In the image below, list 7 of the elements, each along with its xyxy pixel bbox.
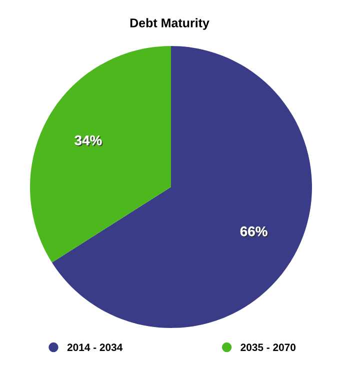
chart-title: Debt Maturity	[130, 18, 210, 30]
legend-label: 2014 - 2034	[67, 344, 123, 352]
pie-slice	[30, 46, 171, 263]
legend-label: 2035 - 2070	[240, 344, 296, 352]
data-label: 34%	[74, 135, 103, 146]
pie-slice	[52, 46, 312, 328]
data-label: 66%	[240, 226, 268, 238]
